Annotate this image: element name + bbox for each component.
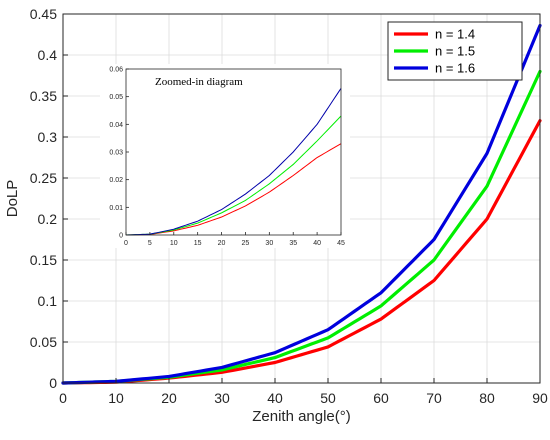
inset-y-tick-label: 0.04 xyxy=(109,122,123,129)
inset-x-tick-label: 35 xyxy=(289,240,297,247)
x-tick-label: 0 xyxy=(59,390,67,406)
x-tick-label: 60 xyxy=(373,390,389,406)
inset-x-tick-label: 20 xyxy=(218,240,226,247)
legend-label-1: n = 1.4 xyxy=(435,27,475,42)
inset-series-line-1 xyxy=(125,143,342,236)
x-axis-title: Zenith angle(°) xyxy=(252,408,351,425)
inset-y-tick-label: 0.05 xyxy=(109,94,123,101)
y-tick-label: 0.05 xyxy=(30,334,57,350)
inset-x-tick-label: 40 xyxy=(313,240,321,247)
legend: n = 1.4 n = 1.5 n = 1.6 xyxy=(387,21,523,81)
x-tick-label: 10 xyxy=(108,390,124,406)
inset-y-tick-label: 0.06 xyxy=(109,67,123,74)
y-tick-label: 0.2 xyxy=(38,211,58,227)
y-axis-title: DoLP xyxy=(4,180,21,218)
tick-labels: 0 10 20 30 40 50 60 70 80 9000.050.10.150.20.250.… xyxy=(30,6,548,406)
inset-tick-labels: 0 5 10 15 20 25 30 35 40 45 0 0.01 0.02 0.03 0.04 0.05 0… xyxy=(109,67,345,248)
y-tick-label: 0.3 xyxy=(38,129,58,145)
inset-series-line-3 xyxy=(125,88,342,236)
inset-y-tick-label: 0 xyxy=(119,233,123,240)
series-group xyxy=(61,23,542,385)
x-tick-label: 30 xyxy=(214,390,230,406)
inset-plot-area xyxy=(126,69,341,235)
inset-x-tick-label: 10 xyxy=(170,240,178,247)
x-tick-label: 40 xyxy=(267,390,283,406)
legend-label-2: n = 1.5 xyxy=(435,44,475,59)
y-tick-label: 0.4 xyxy=(38,47,58,63)
inset-y-tick-label: 0.01 xyxy=(109,205,123,212)
inset-y-tick-label: 0.02 xyxy=(109,177,123,184)
y-tick-label: 0.15 xyxy=(30,252,57,268)
x-tick-label: 80 xyxy=(479,390,495,406)
inset-x-tick-label: 45 xyxy=(337,240,345,247)
x-tick-label: 70 xyxy=(426,390,442,406)
x-tick-label: 50 xyxy=(320,390,336,406)
y-tick-label: 0.25 xyxy=(30,170,57,186)
inset-title: Zoomed-in diagram xyxy=(155,76,243,88)
y-tick-label: 0 xyxy=(49,375,57,391)
axes-box xyxy=(62,13,541,384)
inset-x-tick-label: 0 xyxy=(124,240,128,247)
inset-series-group xyxy=(125,88,342,236)
series-line-3 xyxy=(61,23,542,385)
y-tick-label: 0.35 xyxy=(30,88,57,104)
inset-y-tick-label: 0.03 xyxy=(109,150,123,157)
inset-x-tick-label: 15 xyxy=(194,240,202,247)
y-tick-label: 0.45 xyxy=(30,6,57,22)
y-tick-label: 0.1 xyxy=(38,293,58,309)
x-tick-label: 20 xyxy=(161,390,177,406)
inset-x-tick-label: 25 xyxy=(242,240,250,247)
legend-label-3: n = 1.6 xyxy=(435,61,475,76)
x-tick-label: 90 xyxy=(532,390,548,406)
inset-plot: 0 5 10 15 20 25 30 35 40 45 0 0.01 0.02 0.03 0.04 0.05 0… xyxy=(100,64,350,248)
inset-x-tick-label: 30 xyxy=(265,240,273,247)
inset-x-tick-label: 5 xyxy=(148,240,152,247)
